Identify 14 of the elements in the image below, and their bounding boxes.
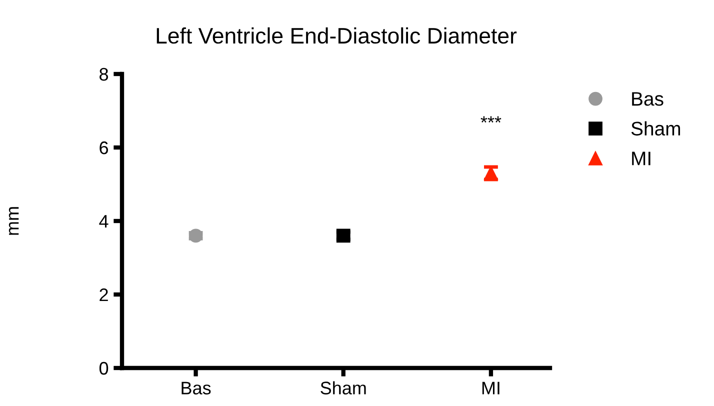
y-tick-label: 6 xyxy=(100,141,108,154)
legend-label: MI xyxy=(632,152,650,166)
y-tick-label: 0 xyxy=(99,362,108,375)
y-axis-title: mm xyxy=(8,207,19,235)
x-tick-label: Bas xyxy=(182,382,211,394)
x-tick-label: Sham xyxy=(320,381,366,394)
x-tick-label: MI xyxy=(482,382,500,394)
annotation: *** xyxy=(480,116,502,123)
legend-label: Bas xyxy=(632,92,664,106)
chart-title: Left Ventricle End-Diastolic Diameter xyxy=(156,27,517,44)
y-tick-label: 4 xyxy=(99,215,108,228)
y-tick-label: 8 xyxy=(100,68,108,81)
legend-label: Sham xyxy=(631,121,680,136)
y-tick-label: 2 xyxy=(100,288,108,302)
